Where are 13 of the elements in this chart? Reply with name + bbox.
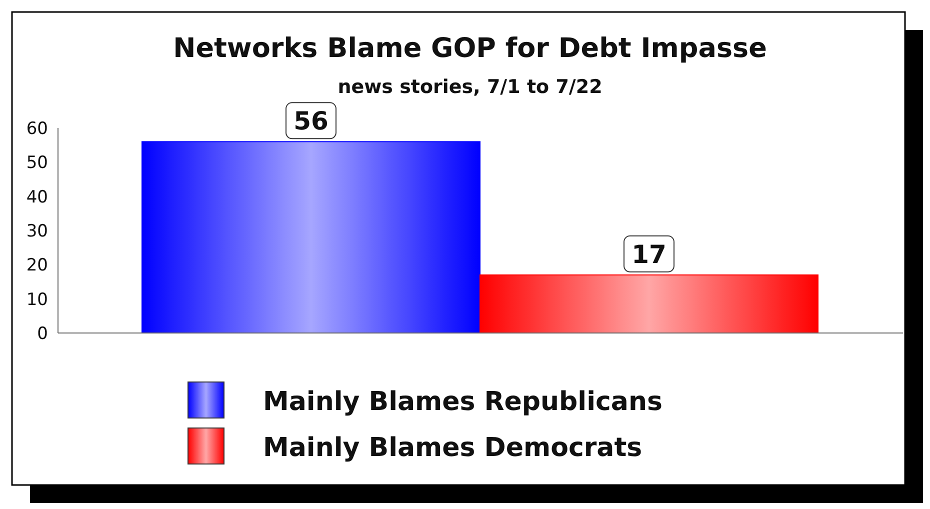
- data-label: 17: [632, 240, 666, 269]
- chart-subtitle: news stories, 7/1 to 7/22: [338, 76, 602, 98]
- legend-label: Mainly Blames Republicans: [263, 387, 662, 417]
- data-label: 56: [294, 106, 328, 136]
- y-tick-label: 30: [26, 222, 48, 242]
- y-tick-label: 60: [26, 119, 48, 139]
- y-tick-label: 20: [26, 256, 48, 276]
- y-tick-label: 40: [26, 187, 48, 208]
- chart-title: Networks Blame GOP for Debt Impasse: [173, 33, 767, 64]
- legend-label: Mainly Blames Democrats: [263, 433, 642, 463]
- y-tick-label: 0: [37, 324, 48, 344]
- y-tick-label: 50: [26, 153, 48, 174]
- y-tick-label: 10: [26, 290, 48, 310]
